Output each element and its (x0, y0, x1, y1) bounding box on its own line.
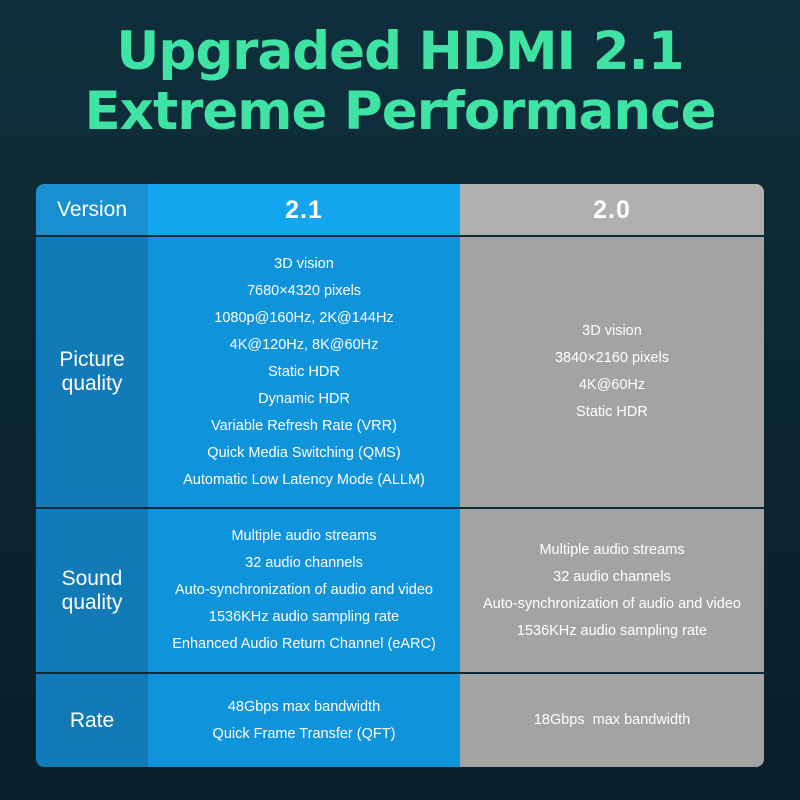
feature-item: Static HDR (576, 404, 648, 420)
header-hdmi-2-0-cell: 2.0 (460, 184, 764, 236)
hdmi-2-0-features-cell: 3D vision 3840×2160 pixels 4K@60Hz Stati… (460, 237, 764, 507)
feature-item: 48Gbps max bandwidth (227, 698, 381, 715)
header-hdmi-2-0-label: 2.0 (593, 195, 631, 224)
feature-item: Dynamic HDR (258, 390, 350, 407)
feature-item: Multiple audio streams (539, 541, 685, 558)
table-row-picture-quality: Picture quality 3D vision 7680×4320 pixe… (36, 237, 764, 507)
header-hdmi-2-1-cell: 2.1 (148, 184, 460, 236)
feature-item: 3840×2160 pixels (554, 350, 670, 366)
row-label-cell: Sound quality (36, 509, 148, 672)
row-divider (36, 672, 764, 674)
row-label-line: Sound (61, 566, 123, 590)
header-label-cell: Version (36, 184, 148, 236)
hdmi-2-0-features-cell: Multiple audio streams 32 audio channels… (460, 509, 764, 672)
feature-item: 3D vision (274, 255, 334, 272)
row-label-cell: Picture quality (36, 237, 148, 507)
feature-item: Variable Refresh Rate (VRR) (211, 417, 397, 434)
feature-item: Enhanced Audio Return Channel (eARC) (172, 636, 436, 652)
header-hdmi-2-1-label: 2.1 (285, 195, 323, 224)
row-divider (36, 235, 764, 237)
row-label-line: quality (61, 590, 123, 614)
hdmi-2-1-features-cell: 3D vision 7680×4320 pixels 1080p@160Hz, … (148, 237, 460, 507)
feature-item: Static HDR (268, 363, 340, 380)
feature-item: 4K@60Hz (578, 377, 646, 393)
row-divider (36, 507, 764, 509)
headline: Upgraded HDMI 2.1 Extreme Performance (0, 22, 800, 142)
comparison-table: Version 2.1 2.0 Picture quality 3D visio… (36, 184, 764, 767)
feature-item: 1536KHz audio sampling rate (208, 609, 400, 625)
hdmi-2-1-features-cell: 48Gbps max bandwidth Quick Frame Transfe… (148, 674, 460, 767)
table-row-sound-quality: Sound quality Multiple audio streams 32 … (36, 509, 764, 672)
feature-item: 18Gbps max bandwidth (533, 712, 691, 728)
feature-item: Automatic Low Latency Mode (ALLM) (183, 471, 425, 488)
row-label-cell: Rate (36, 674, 148, 767)
feature-item: 32 audio channels (245, 555, 363, 571)
feature-item: 1536KHz audio sampling rate (516, 622, 708, 639)
row-label-line: Rate (69, 708, 115, 732)
hdmi-2-0-features-cell: 18Gbps max bandwidth (460, 674, 764, 767)
feature-item: Auto-synchronization of audio and video (483, 595, 741, 612)
feature-item: 1080p@160Hz, 2K@144Hz (214, 309, 394, 326)
feature-item: Quick Frame Transfer (QFT) (212, 725, 396, 742)
feature-item: 7680×4320 pixels (246, 282, 362, 299)
table-header-row: Version 2.1 2.0 (36, 184, 764, 236)
row-label-line: quality (61, 372, 123, 395)
row-label-line: Picture (59, 348, 125, 371)
headline-line-2: Extreme Performance (84, 81, 716, 142)
headline-line-1: Upgraded HDMI 2.1 (116, 21, 684, 82)
feature-item: Auto-synchronization of audio and video (175, 582, 433, 598)
feature-item: Multiple audio streams (231, 528, 377, 544)
table-row-rate: Rate 48Gbps max bandwidth Quick Frame Tr… (36, 674, 764, 767)
feature-item: 3D vision (582, 323, 642, 339)
header-version-label: Version (56, 198, 128, 221)
feature-item: 4K@120Hz, 8K@60Hz (229, 336, 379, 353)
hdmi-2-1-features-cell: Multiple audio streams 32 audio channels… (148, 509, 460, 672)
feature-item: 32 audio channels (553, 568, 671, 585)
feature-item: Quick Media Switching (QMS) (207, 444, 401, 461)
